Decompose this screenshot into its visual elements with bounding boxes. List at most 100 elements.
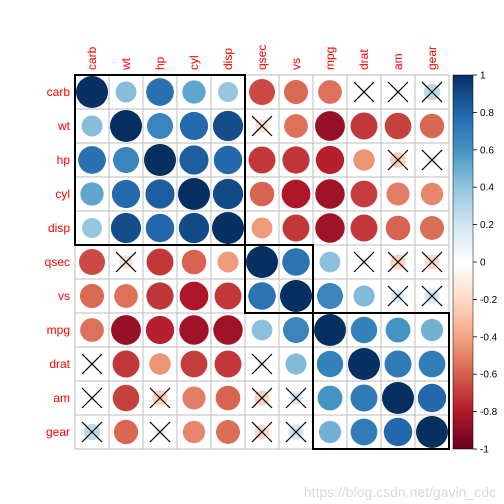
- cross-am-hp: [149, 387, 171, 409]
- watermark: https://blog.csdn.net/gavin_cdc: [304, 484, 496, 500]
- circle-hp-carb: [78, 146, 106, 174]
- circle-mpg-mpg: [314, 314, 346, 346]
- circle-mpg-gear: [420, 318, 444, 342]
- circle-hp-disp: [213, 145, 243, 175]
- circle-mpg-qsec: [251, 319, 273, 341]
- circle-cyl-carb: [80, 182, 104, 206]
- cross-vs-am: [387, 285, 409, 307]
- circle-disp-wt: [110, 212, 142, 244]
- circle-carb-disp: [218, 82, 238, 102]
- circle-cyl-mpg: [315, 179, 345, 209]
- circle-cyl-drat: [350, 180, 378, 208]
- circle-vs-disp: [214, 282, 242, 310]
- row-label-cyl: cyl: [55, 187, 70, 201]
- colorbar-tick-label: 0.6: [480, 145, 494, 156]
- circle-cyl-wt: [111, 179, 141, 209]
- circle-wt-mpg: [315, 111, 345, 141]
- circle-cyl-cyl: [178, 178, 210, 210]
- variable-labels: carb carb wt wt hp hp cyl cyl disp disp qsec qsec vs…: [45, 45, 439, 439]
- circle-cyl-qsec: [249, 181, 275, 207]
- circle-carb-mpg: [318, 80, 342, 104]
- circle-hp-qsec: [248, 146, 276, 174]
- column-label-hp: hp: [153, 56, 167, 70]
- circle-drat-gear: [418, 350, 446, 378]
- cluster-box-2: [244, 244, 314, 314]
- circle-wt-drat: [350, 112, 378, 140]
- circle-qsec-qsec: [246, 246, 278, 278]
- circle-mpg-carb: [80, 318, 104, 342]
- circle-wt-carb: [81, 115, 103, 137]
- circle-mpg-vs: [283, 317, 309, 343]
- cross-carb-drat: [353, 81, 375, 103]
- circle-am-drat: [350, 384, 378, 412]
- circle-disp-vs: [282, 214, 310, 242]
- column-label-wt: wt: [119, 57, 133, 71]
- circle-qsec-hp: [146, 248, 174, 276]
- circle-disp-am: [385, 215, 411, 241]
- circle-carb-hp: [146, 78, 174, 106]
- circle-drat-drat: [348, 348, 380, 380]
- circle-carb-wt: [115, 81, 137, 103]
- circle-hp-mpg: [315, 145, 345, 175]
- column-label-qsec: qsec: [255, 45, 269, 70]
- circle-drat-disp: [214, 350, 242, 378]
- colorbar-tick-label: -0.2: [480, 295, 498, 306]
- cross-qsec-drat: [353, 251, 375, 273]
- circle-gear-wt: [113, 419, 139, 445]
- circle-vs-mpg: [317, 283, 343, 309]
- circle-am-wt: [112, 384, 140, 412]
- column-label-mpg: mpg: [323, 47, 337, 70]
- cross-wt-qsec: [251, 115, 273, 137]
- cross-gear-hp: [149, 421, 171, 443]
- circle-qsec-carb: [79, 249, 105, 275]
- circle-vs-drat: [353, 285, 375, 307]
- circle-cyl-vs: [281, 179, 311, 209]
- circle-disp-drat: [350, 214, 378, 242]
- colorbar-tick-label: -0.8: [480, 407, 498, 418]
- cross-carb-am: [387, 81, 409, 103]
- circle-gear-mpg: [318, 420, 342, 444]
- circle-gear-drat: [350, 418, 378, 446]
- cross-hp-gear: [421, 149, 443, 171]
- circle-qsec-disp: [217, 251, 239, 273]
- cross-qsec-gear: [421, 251, 443, 273]
- cluster-box-3: [312, 312, 450, 450]
- circle-vs-hp: [146, 282, 174, 310]
- circle-wt-wt: [110, 110, 142, 142]
- column-label-cyl: cyl: [187, 55, 201, 70]
- row-label-disp: disp: [48, 221, 70, 235]
- circle-cyl-am: [386, 182, 410, 206]
- circle-mpg-wt: [111, 315, 141, 345]
- circle-am-disp: [215, 385, 241, 411]
- cross-drat-carb: [81, 353, 103, 375]
- circle-hp-wt: [113, 147, 139, 173]
- cluster-box-1: [74, 74, 246, 246]
- circle-disp-disp: [212, 212, 244, 244]
- circle-wt-disp: [212, 110, 244, 142]
- circle-qsec-mpg: [319, 251, 341, 273]
- circle-drat-wt: [112, 350, 140, 378]
- circle-carb-carb: [76, 76, 108, 108]
- circle-wt-cyl: [179, 111, 209, 141]
- column-label-vs: vs: [289, 58, 303, 70]
- cross-am-qsec: [251, 387, 273, 409]
- cross-gear-vs: [285, 421, 307, 443]
- circle-hp-cyl: [179, 145, 209, 175]
- circle-mpg-disp: [213, 315, 243, 345]
- cross-drat-qsec: [251, 353, 273, 375]
- row-label-mpg: mpg: [47, 323, 70, 337]
- circle-vs-cyl: [179, 281, 209, 311]
- colorbar-tick-label: 0.8: [480, 108, 494, 119]
- circle-disp-qsec: [251, 217, 273, 239]
- colorbar-tick-label: 1: [480, 71, 486, 82]
- circle-disp-gear: [420, 216, 444, 240]
- circle-wt-am: [384, 112, 412, 140]
- circle-carb-vs: [283, 79, 309, 105]
- circle-am-am: [382, 382, 414, 414]
- circle-disp-mpg: [315, 213, 345, 243]
- circle-drat-mpg: [316, 350, 344, 378]
- circle-gear-disp: [216, 420, 240, 444]
- colorbar-bar: [452, 74, 474, 450]
- circle-vs-carb: [79, 283, 105, 309]
- circle-drat-am: [384, 350, 412, 378]
